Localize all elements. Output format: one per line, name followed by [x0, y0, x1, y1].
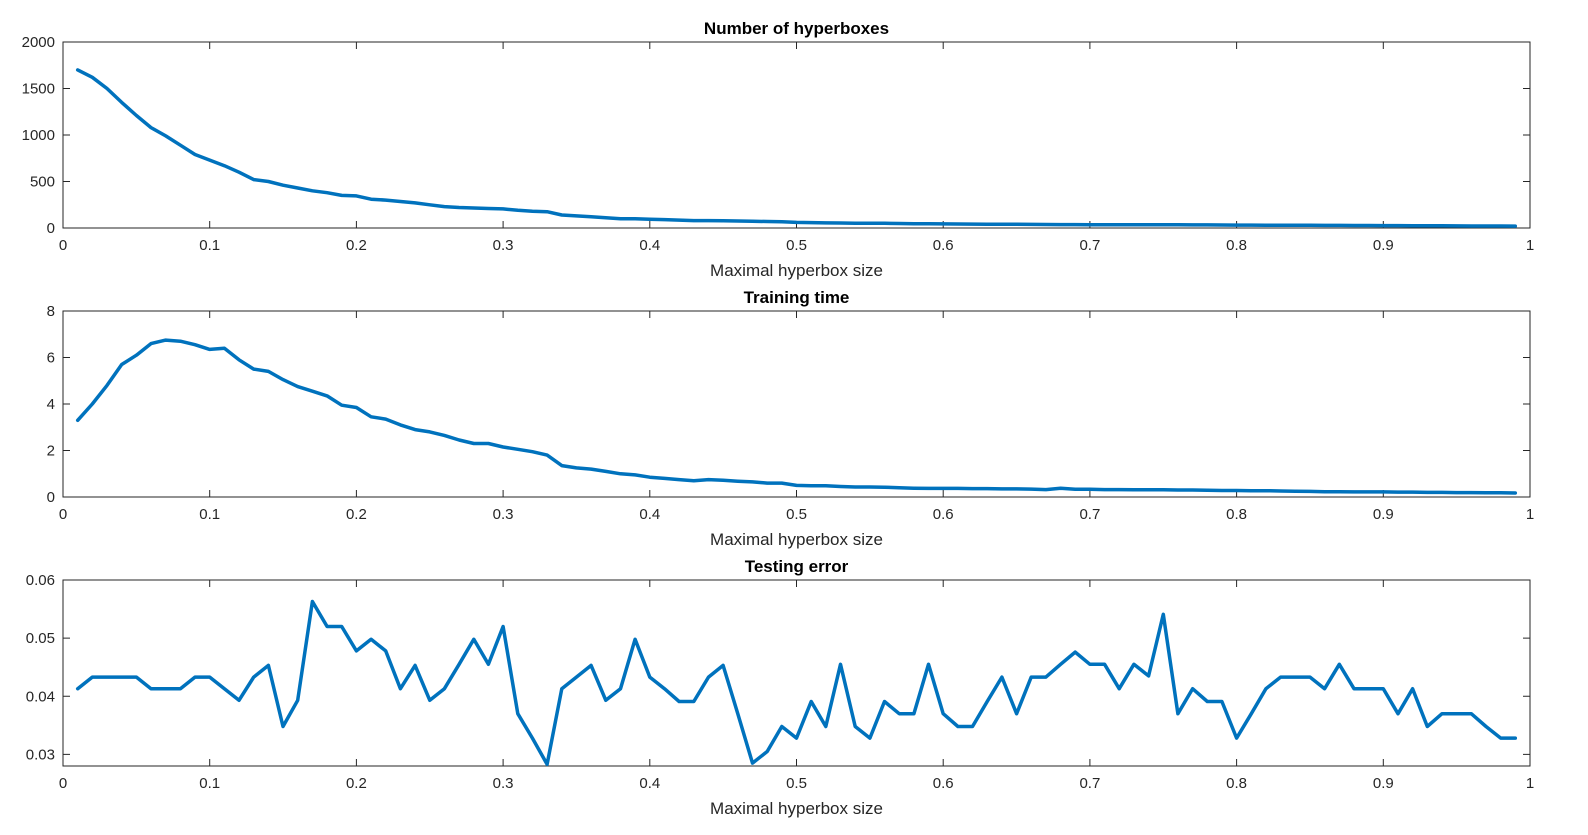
x-tick-label: 0.6 — [933, 506, 954, 523]
x-tick-label: 0.4 — [639, 775, 660, 792]
y-tick-label: 0.06 — [26, 572, 55, 589]
x-tick-label: 0 — [59, 775, 67, 792]
x-tick-label: 0.3 — [493, 775, 514, 792]
plot-area — [62, 310, 1531, 498]
x-axis-label: Maximal hyperbox size — [710, 530, 883, 549]
x-axis-label: Maximal hyperbox size — [710, 261, 883, 280]
x-tick-label: 0.3 — [493, 506, 514, 523]
x-tick-label: 1 — [1526, 775, 1534, 792]
x-tick-label: 0.7 — [1079, 775, 1100, 792]
x-tick-label: 0.4 — [639, 237, 660, 254]
y-tick-label: 2000 — [22, 34, 55, 51]
chart-2: Training time 0 0.1 0.2 0.3 0.4 0.5 0.6 0.7 0.8 0.… — [47, 288, 1535, 549]
y-tick-label: 500 — [30, 174, 55, 191]
x-tick-label: 0.9 — [1373, 775, 1394, 792]
y-tick-label: 2 — [47, 443, 55, 460]
x-tick-label: 1 — [1526, 237, 1534, 254]
chart-title: Training time — [744, 288, 850, 307]
x-axis-label: Maximal hyperbox size — [710, 799, 883, 818]
plot-area — [62, 41, 1531, 229]
x-tick-label: 0.2 — [346, 775, 367, 792]
x-tick-label: 0 — [59, 237, 67, 254]
y-tick-label: 0.05 — [26, 630, 55, 647]
y-tick-label: 0 — [47, 489, 55, 506]
x-tick-label: 0.2 — [346, 506, 367, 523]
y-tick-label: 1500 — [22, 81, 55, 98]
series-line — [75, 68, 1518, 228]
x-tick-label: 0.6 — [933, 237, 954, 254]
x-tick-label: 0.8 — [1226, 775, 1247, 792]
y-tick-label: 0.03 — [26, 746, 55, 763]
x-tick-label: 0.5 — [786, 506, 807, 523]
chart-title: Testing error — [745, 557, 849, 576]
y-tick-label: 4 — [47, 396, 55, 413]
x-tick-label: 0.7 — [1079, 237, 1100, 254]
y-tick-label: 8 — [47, 303, 55, 320]
x-tick-label: 0.5 — [786, 237, 807, 254]
y-tick-label: 0 — [47, 220, 55, 237]
x-tick-label: 0.4 — [639, 506, 660, 523]
x-tick-label: 0.5 — [786, 775, 807, 792]
x-tick-label: 0.9 — [1373, 237, 1394, 254]
chart-1: Number of hyperboxes 0 0.1 0.2 0.3 0.4 0.5 0.6 0… — [22, 19, 1535, 280]
chart-3: Testing error 0 0.1 0.2 0.3 0.4 0.5 0.6 0.7 0.8 0.… — [26, 557, 1534, 818]
y-tick-label: 0.04 — [26, 688, 55, 705]
x-tick-label: 0.9 — [1373, 506, 1394, 523]
x-tick-label: 1 — [1526, 506, 1534, 523]
x-tick-label: 0.7 — [1079, 506, 1100, 523]
x-tick-label: 0.3 — [493, 237, 514, 254]
series-line — [75, 338, 1518, 495]
x-tick-label: 0.2 — [346, 237, 367, 254]
y-tick-label: 6 — [47, 350, 55, 367]
y-tick-label: 1000 — [22, 127, 55, 144]
chart-title: Number of hyperboxes — [704, 19, 889, 38]
x-tick-label: 0.6 — [933, 775, 954, 792]
x-tick-label: 0 — [59, 506, 67, 523]
x-tick-label: 0.1 — [199, 506, 220, 523]
x-tick-label: 0.1 — [199, 237, 220, 254]
x-tick-label: 0.1 — [199, 775, 220, 792]
x-tick-label: 0.8 — [1226, 237, 1247, 254]
x-tick-label: 0.8 — [1226, 506, 1247, 523]
series-line — [75, 599, 1518, 767]
